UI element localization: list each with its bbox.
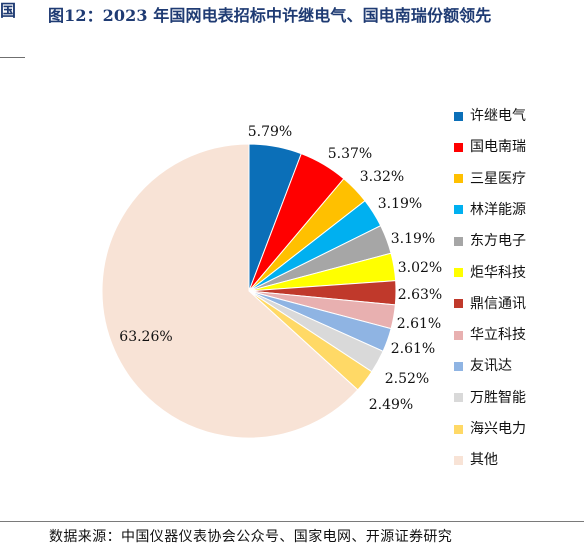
legend-label: 三星医疗 [470,170,526,187]
legend-label: 国电南瑞 [470,139,526,156]
figure-title: 图12：2023 年国网电表招标中许继电气、国电南瑞份额领先 [48,6,492,25]
legend-label: 炬华科技 [470,264,526,281]
legend-item: 三星医疗 [454,169,526,189]
left-header-mark: 国 [0,1,17,20]
data-label: 2.52% [385,371,429,387]
data-label: 2.61% [391,341,435,357]
legend-label: 海兴电力 [470,421,526,437]
legend-swatch [454,361,463,371]
source-divider [0,521,584,522]
legend-item: 东方电子 [454,231,526,251]
data-label: 3.32% [360,169,404,185]
legend-label: 其他 [470,452,498,469]
legend-item: 林洋能源 [454,200,526,220]
legend-swatch [454,299,463,309]
legend-item: 其他 [454,450,498,470]
legend-swatch [454,268,463,277]
legend-label: 华立科技 [470,327,526,344]
legend-item: 海兴电力 [454,419,526,439]
legend-label: 许继电气 [470,108,526,124]
data-label: 2.63% [398,287,442,303]
legend-label: 林洋能源 [470,201,526,218]
data-label: 2.49% [369,397,413,413]
data-label: 3.19% [391,231,435,247]
data-label: 2.61% [397,316,441,332]
legend-swatch [454,393,463,403]
legend-label: 万胜智能 [470,389,526,406]
legend-label: 友讯达 [470,358,512,375]
legend-swatch [454,174,463,184]
legend-item: 许继电气 [454,106,526,126]
legend-item: 万胜智能 [454,388,526,408]
legend-label: 鼎信通讯 [470,295,526,312]
legend-item: 炬华科技 [454,263,526,283]
data-source: 数据来源：中国仪器仪表协会公众号、国家电网、开源证券研究 [49,529,453,545]
legend-item: 华立科技 [454,325,526,345]
legend-swatch [454,330,463,340]
legend-swatch [454,455,463,465]
left-header-rule [0,57,25,58]
legend-label: 东方电子 [470,233,526,250]
data-label: 5.79% [248,124,292,140]
data-label: 3.02% [398,260,442,276]
data-label: 63.26% [119,329,172,345]
data-label: 5.37% [328,146,372,162]
legend-item: 国电南瑞 [454,137,526,157]
legend-swatch [454,205,463,215]
legend-item: 友讯达 [454,356,512,376]
legend-swatch [454,111,463,121]
pie-slice [101,143,359,439]
data-label: 3.19% [378,196,422,212]
legend-swatch [454,424,463,434]
legend-swatch [454,236,463,246]
legend-swatch [454,142,463,152]
legend-item: 鼎信通讯 [454,294,526,314]
